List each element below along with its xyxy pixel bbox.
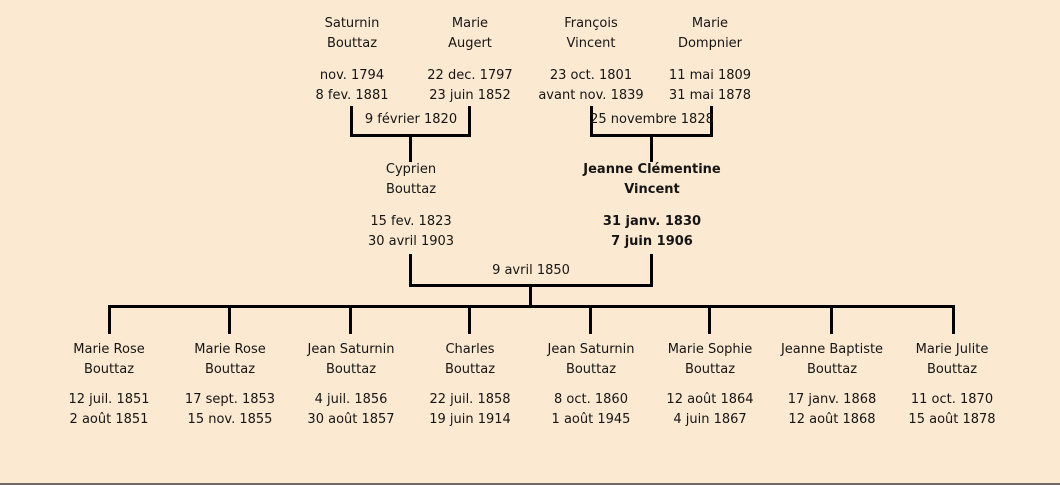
sibling-rail-line: [108, 305, 955, 308]
person-name: Marie Sophie: [667, 342, 753, 357]
connector-line: [409, 254, 412, 287]
birth-date: 17 sept. 1853: [184, 392, 276, 407]
connector-line: [350, 106, 353, 137]
connector-line: [710, 106, 713, 137]
person-name: Jean Saturnin: [547, 342, 635, 357]
person-cyprien-bouttaz[interactable]: Cyprien Bouttaz 15 fev. 1823 30 avril 19…: [326, 160, 496, 252]
person-name: Marie Rose: [194, 342, 266, 357]
child-drop-line: [468, 305, 471, 334]
person-jeanne-baptiste-bouttaz[interactable]: Jeanne Baptiste Bouttaz 17 janv. 1868 12…: [747, 340, 917, 430]
person-name: Marie Rose: [73, 342, 145, 357]
child-drop-line: [708, 305, 711, 334]
bottom-edge-divider: [0, 483, 1060, 485]
death-date: 30 avril 1903: [367, 234, 455, 249]
person-jean-saturnin-bouttaz-1[interactable]: Jean Saturnin Bouttaz 4 juil. 1856 30 ao…: [266, 340, 436, 430]
person-francois-vincent[interactable]: François Vincent 23 oct. 1801 avant nov.…: [506, 14, 676, 106]
death-date: 19 juin 1914: [429, 412, 511, 427]
birth-date: 23 oct. 1801: [549, 68, 633, 83]
birth-date: 31 janv. 1830: [602, 214, 702, 229]
person-name: Marie: [691, 16, 729, 31]
marriage-date-label: 9 février 1820: [364, 112, 458, 127]
connector-line: [590, 106, 593, 137]
child-drop-line: [349, 305, 352, 334]
person-charles-bouttaz[interactable]: Charles Bouttaz 22 juil. 1858 19 juin 19…: [385, 340, 555, 430]
death-date: 15 août 1878: [908, 412, 996, 427]
person-surname: Bouttaz: [926, 362, 978, 377]
death-date: 8 fev. 1881: [315, 88, 389, 103]
person-surname: Vincent: [566, 36, 616, 51]
birth-date: 8 oct. 1860: [554, 392, 628, 407]
person-name: Jeanne Baptiste: [780, 342, 884, 357]
birth-date: 12 juil. 1851: [68, 392, 150, 407]
person-surname: Augert: [448, 36, 492, 51]
child-drop-line: [830, 305, 833, 334]
person-marie-rose-bouttaz-1[interactable]: Marie Rose Bouttaz 12 juil. 1851 2 août …: [24, 340, 194, 430]
connector-line: [350, 134, 471, 137]
death-date: 12 août 1868: [788, 412, 876, 427]
person-surname: Bouttaz: [806, 362, 858, 377]
birth-date: 4 juil. 1856: [314, 392, 388, 407]
birth-date: 15 fev. 1823: [370, 214, 452, 229]
person-marie-dompnier[interactable]: Marie Dompnier 11 mai 1809 31 mai 1878: [625, 14, 795, 106]
death-date: 30 août 1857: [307, 412, 395, 427]
death-date: 23 juin 1852: [429, 88, 511, 103]
person-name: Marie: [451, 16, 489, 31]
person-surname: Bouttaz: [385, 182, 437, 197]
person-name: Cyprien: [385, 162, 437, 177]
marriage-date-label: 25 novembre 1828: [590, 112, 714, 127]
person-marie-augert[interactable]: Marie Augert 22 dec. 1797 23 juin 1852: [385, 14, 555, 106]
connector-line: [590, 134, 713, 137]
child-drop-line: [108, 305, 111, 334]
birth-date: 22 juil. 1858: [429, 392, 511, 407]
birth-date: 12 août 1864: [666, 392, 754, 407]
death-date: 2 août 1851: [69, 412, 149, 427]
person-surname: Bouttaz: [83, 362, 135, 377]
child-drop-line: [228, 305, 231, 334]
birth-date: 11 mai 1809: [668, 68, 752, 83]
person-surname: Bouttaz: [325, 362, 377, 377]
death-date: 31 mai 1878: [668, 88, 752, 103]
birth-date: nov. 1794: [319, 68, 385, 83]
person-name: Charles: [445, 342, 495, 357]
person-surname: Bouttaz: [684, 362, 736, 377]
marriage-date-label: 9 avril 1850: [492, 263, 570, 278]
connector-line: [529, 287, 532, 307]
person-name: François: [564, 16, 618, 31]
child-drop-line: [589, 305, 592, 334]
birth-date: 22 dec. 1797: [427, 68, 513, 83]
person-jean-saturnin-bouttaz-2[interactable]: Jean Saturnin Bouttaz 8 oct. 1860 1 août…: [506, 340, 676, 430]
birth-date: 11 oct. 1870: [910, 392, 994, 407]
connector-line: [409, 284, 653, 287]
birth-date: 17 janv. 1868: [787, 392, 877, 407]
person-saturnin-bouttaz[interactable]: Saturnin Bouttaz nov. 1794 8 fev. 1881: [267, 14, 437, 106]
person-name: Jeanne Clémentine: [583, 162, 721, 177]
death-date: avant nov. 1839: [538, 88, 644, 103]
death-date: 1 août 1945: [551, 412, 631, 427]
connector-line: [468, 106, 471, 137]
person-surname: Bouttaz: [326, 36, 378, 51]
person-marie-rose-bouttaz-2[interactable]: Marie Rose Bouttaz 17 sept. 1853 15 nov.…: [145, 340, 315, 430]
person-marie-julite-bouttaz[interactable]: Marie Julite Bouttaz 11 oct. 1870 15 aoû…: [867, 340, 1037, 430]
death-date: 4 juin 1867: [673, 412, 747, 427]
person-surname: Vincent: [624, 182, 680, 197]
person-name: Saturnin: [324, 16, 380, 31]
person-surname: Dompnier: [677, 36, 743, 51]
death-date: 15 nov. 1855: [187, 412, 273, 427]
person-name: Jean Saturnin: [307, 342, 395, 357]
death-date: 7 juin 1906: [611, 234, 693, 249]
person-jeanne-clementine-vincent[interactable]: Jeanne Clémentine Vincent 31 janv. 1830 …: [567, 160, 737, 252]
person-marie-sophie-bouttaz[interactable]: Marie Sophie Bouttaz 12 août 1864 4 juin…: [625, 340, 795, 430]
connector-line: [650, 137, 653, 162]
connector-line: [650, 254, 653, 287]
person-surname: Bouttaz: [444, 362, 496, 377]
connector-line: [409, 137, 412, 162]
person-surname: Bouttaz: [204, 362, 256, 377]
child-drop-line: [952, 305, 955, 334]
person-name: Marie Julite: [915, 342, 989, 357]
person-surname: Bouttaz: [565, 362, 617, 377]
